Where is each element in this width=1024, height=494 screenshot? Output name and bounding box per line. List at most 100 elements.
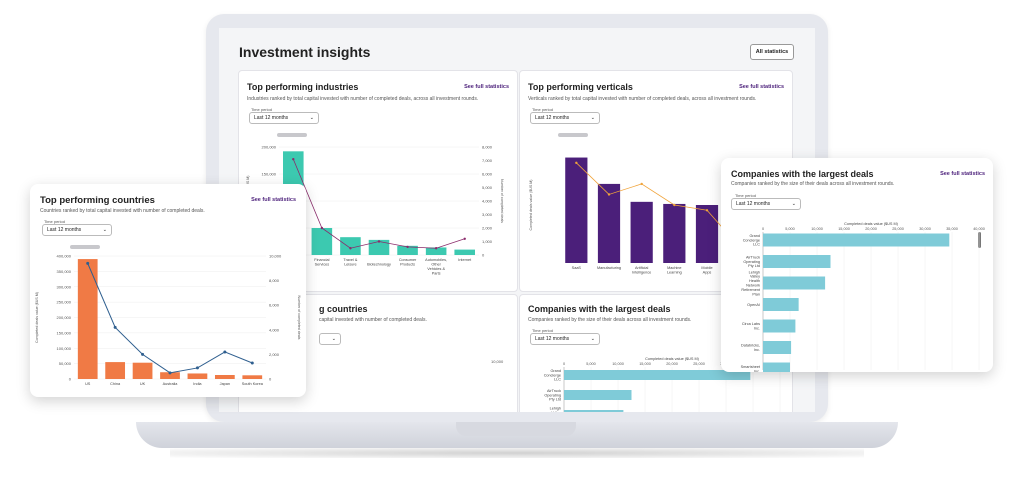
bar: [695, 205, 719, 263]
line-point: [463, 237, 466, 240]
horizontal-scrollbar[interactable]: [558, 133, 588, 137]
horizontal-scrollbar[interactable]: [70, 245, 100, 249]
y2-tick-label: 10,000: [269, 254, 282, 259]
verticals-chart: Completed deals value ($US M) SaaS Manufac…: [529, 157, 751, 275]
y2-tick-label: 2,000: [269, 352, 280, 357]
bar: [763, 362, 790, 372]
x-tick-label: Japan: [220, 382, 230, 386]
x-tick-label: 40,000: [973, 227, 985, 231]
line-point: [250, 361, 254, 365]
y-tick-label: Inc.: [754, 327, 760, 331]
page-title: Investment insights: [239, 44, 371, 60]
time-period-select[interactable]: Last 12 months ⌄: [42, 224, 112, 236]
line-point: [86, 261, 90, 265]
y-tick-label: Concierge: [743, 238, 760, 242]
x-tick-label: 35,000: [946, 227, 958, 231]
y-tick-label: Lehigh: [550, 407, 561, 411]
x-tick-label: Leisure: [344, 263, 356, 267]
see-full-statistics-link[interactable]: See full statistics: [739, 84, 784, 90]
bar: [763, 298, 799, 311]
bar: [763, 341, 792, 354]
card-subtitle: Verticals ranked by total capital invest…: [528, 96, 757, 102]
y-tick-label: Operating: [743, 260, 760, 264]
x-tick-label: Internet: [458, 258, 472, 262]
y-tick-label: Valley: [551, 411, 561, 412]
y-tick-label: 250,000: [57, 300, 72, 305]
line-point: [113, 325, 117, 329]
vertical-scrollbar[interactable]: [978, 232, 981, 248]
line-point: [575, 161, 578, 165]
y-tick-label: 50,000: [59, 361, 72, 366]
see-full-statistics-link[interactable]: See full statistics: [251, 197, 296, 203]
time-period-value: Last 12 months: [535, 336, 570, 342]
x-tick-label: 5,000: [785, 227, 795, 231]
x-tick-label: 25,000: [693, 362, 705, 366]
x-tick-label: 0: [563, 362, 565, 366]
card-subtitle: Countries ranked by total capital invest…: [40, 208, 205, 214]
line-point: [168, 371, 172, 375]
y-tick-label: AirTruck: [547, 389, 561, 393]
line-point: [640, 182, 643, 186]
y-tick-label: Health: [749, 279, 760, 283]
x-tick-label: Consumer: [399, 258, 417, 262]
y2-tick-label: 4,000: [269, 327, 280, 332]
time-period-select[interactable]: Last 12 months ⌄: [530, 112, 600, 124]
x-axis-label: Completed deals value ($US M): [645, 357, 700, 361]
y2-axis-label: Number of completed deals: [500, 179, 504, 223]
y-tick-label: 150,000: [57, 330, 72, 335]
time-period-select[interactable]: Last 12 months ⌄: [731, 198, 801, 210]
x-tick-label: South Korea: [242, 382, 264, 386]
chevron-down-icon: ⌄: [590, 115, 595, 121]
bar: [187, 373, 208, 379]
y-tick-label: LLC: [753, 243, 760, 247]
line-point: [705, 209, 709, 212]
card-subtitle: Companies ranked by the size of their de…: [528, 317, 692, 323]
time-period-value: Last 12 months: [254, 115, 289, 121]
x-tick-label: 20,000: [865, 227, 877, 231]
y2-tick-label: 4,000: [482, 199, 493, 204]
x-tick-label: China: [110, 382, 121, 386]
see-full-statistics-link[interactable]: See full statistics: [464, 84, 509, 90]
bar: [77, 259, 98, 379]
time-period-select[interactable]: ⌄: [319, 333, 341, 345]
y-tick-label: Inc.: [754, 348, 760, 352]
bar: [763, 319, 796, 333]
card-title: Top performing verticals: [528, 82, 633, 92]
laptop-notch: [456, 422, 576, 436]
line-point: [377, 240, 381, 243]
y-tick-label: 200,000: [262, 145, 277, 150]
x-axis-label: Completed deals value ($US M): [844, 222, 899, 226]
y2-tick-label: 7,000: [482, 158, 493, 163]
bar: [763, 255, 831, 268]
x-tick-label: Artificial: [635, 266, 648, 270]
horizontal-scrollbar[interactable]: [277, 133, 307, 137]
card-title: Companies with the largest deals: [528, 304, 671, 314]
countries-card: Top performing countries See full statis…: [30, 184, 306, 397]
time-period-select[interactable]: Last 12 months ⌄: [530, 333, 600, 345]
card-title: Top performing countries: [40, 195, 155, 206]
y2-axis-label: Number of completed deals: [297, 296, 301, 340]
y2-tick-label: 6,000: [482, 172, 493, 177]
x-tick-label: Intelligence: [632, 271, 651, 275]
card-title: Top performing industries: [247, 82, 359, 92]
line-point: [320, 226, 324, 230]
time-period-value: Last 12 months: [736, 201, 771, 207]
time-period-value: Last 12 months: [535, 115, 570, 121]
chevron-down-icon: ⌄: [791, 201, 796, 207]
line-point: [406, 245, 409, 249]
x-tick-label: 25,000: [892, 227, 904, 231]
x-tick-label: Other: [431, 263, 441, 267]
y-tick-label: 150,000: [262, 172, 277, 177]
bar: [311, 228, 333, 255]
x-tick-label: Products: [400, 263, 415, 267]
x-tick-label: 15,000: [838, 227, 850, 231]
y2-tick-label: 8,000: [482, 145, 493, 150]
time-period-select[interactable]: Last 12 months ⌄: [249, 112, 319, 124]
chevron-down-icon: ⌄: [309, 115, 314, 121]
time-period-value: Last 12 months: [47, 227, 82, 233]
x-tick-label: 0: [762, 227, 764, 231]
countries-chart-background: 10,000 8,000: [491, 359, 504, 412]
all-statistics-button[interactable]: All statistics: [750, 44, 794, 60]
see-full-statistics-link[interactable]: See full statistics: [940, 171, 985, 177]
line-point: [141, 352, 145, 356]
